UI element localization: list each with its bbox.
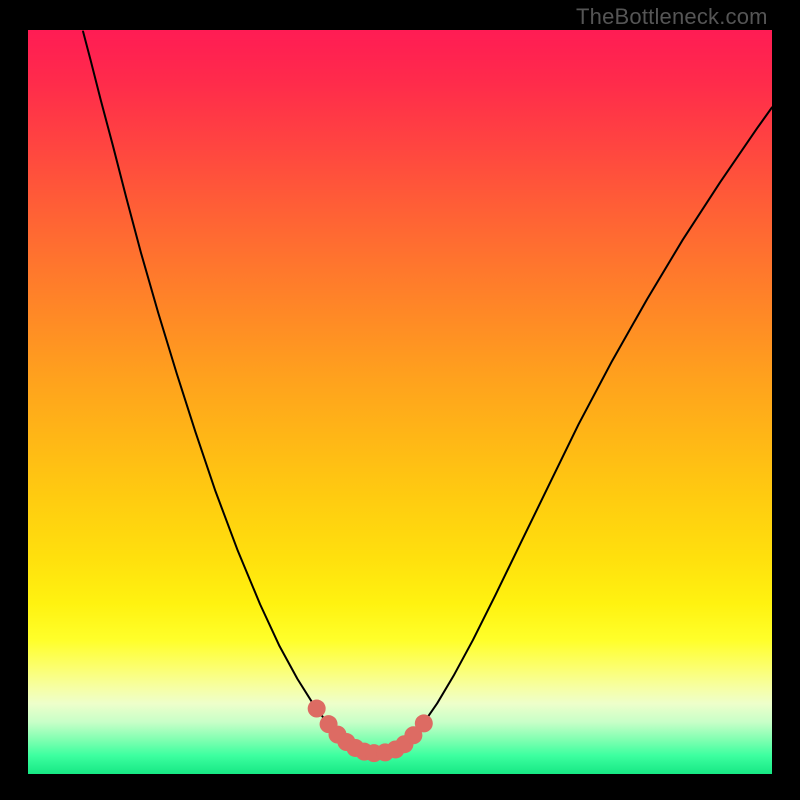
watermark-text: TheBottleneck.com <box>576 4 768 30</box>
markers <box>28 30 772 774</box>
chart-frame: TheBottleneck.com <box>0 0 800 800</box>
